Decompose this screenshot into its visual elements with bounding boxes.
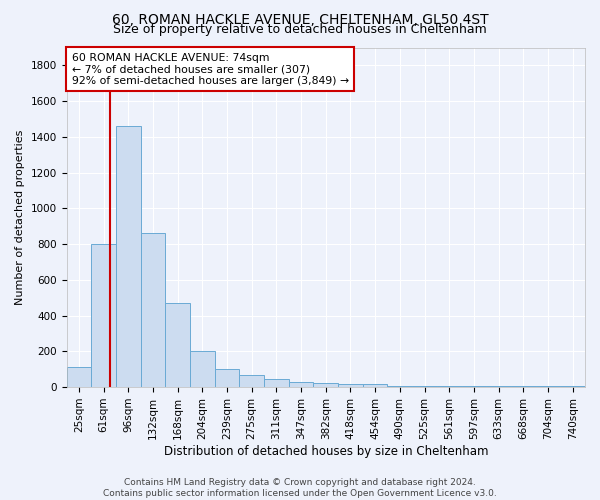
Bar: [437, 386, 461, 387]
X-axis label: Distribution of detached houses by size in Cheltenham: Distribution of detached houses by size …: [164, 444, 488, 458]
Bar: [412, 386, 437, 387]
Bar: [486, 386, 511, 387]
Text: 60 ROMAN HACKLE AVENUE: 74sqm
← 7% of detached houses are smaller (307)
92% of s: 60 ROMAN HACKLE AVENUE: 74sqm ← 7% of de…: [72, 52, 349, 86]
Bar: [461, 386, 486, 387]
Text: Size of property relative to detached houses in Cheltenham: Size of property relative to detached ho…: [113, 22, 487, 36]
Bar: [560, 386, 585, 387]
Bar: [239, 376, 264, 387]
Text: Contains HM Land Registry data © Crown copyright and database right 2024.
Contai: Contains HM Land Registry data © Crown c…: [103, 478, 497, 498]
Bar: [313, 382, 338, 387]
Bar: [215, 369, 239, 387]
Bar: [190, 352, 215, 387]
Bar: [289, 382, 313, 387]
Bar: [67, 368, 91, 387]
Bar: [511, 386, 536, 387]
Bar: [264, 379, 289, 387]
Bar: [388, 386, 412, 387]
Bar: [363, 384, 388, 387]
Bar: [140, 234, 165, 387]
Y-axis label: Number of detached properties: Number of detached properties: [15, 130, 25, 305]
Bar: [116, 126, 140, 387]
Text: 60, ROMAN HACKLE AVENUE, CHELTENHAM, GL50 4ST: 60, ROMAN HACKLE AVENUE, CHELTENHAM, GL5…: [112, 12, 488, 26]
Bar: [536, 386, 560, 387]
Bar: [338, 384, 363, 387]
Bar: [165, 303, 190, 387]
Bar: [91, 244, 116, 387]
